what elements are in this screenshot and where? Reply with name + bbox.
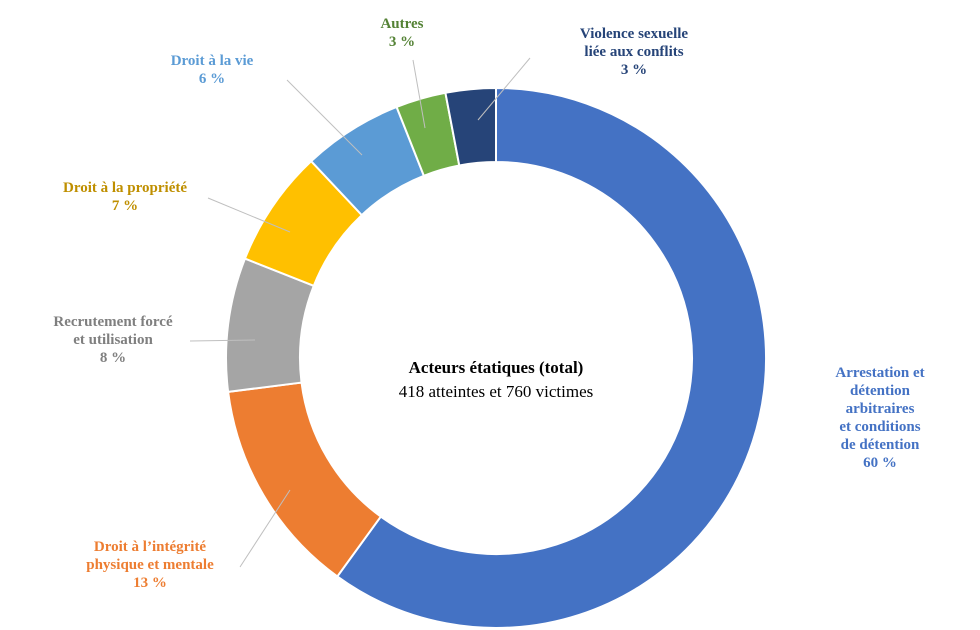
center-subtitle: 418 atteintes et 760 victimes	[398, 382, 594, 401]
value-label: 8 %	[99, 350, 127, 366]
value-label: 13 %	[133, 575, 167, 591]
category-label: Droit à la propriété	[62, 180, 188, 196]
donut-segment	[335, 86, 767, 629]
segment-label: Recrutement forcé et utilisation 8 %	[53, 313, 172, 367]
category-label: Droit à la vie	[170, 53, 254, 69]
category-label: Droit à l’intégrité physique et mentale	[86, 539, 214, 573]
leader-line	[239, 489, 291, 568]
segment-label: Autres 3 %	[380, 15, 423, 51]
segment-label: Droit à la propriété 7 %	[63, 179, 187, 215]
center-label: Acteurs étatiques (total) 418 atteintes …	[399, 356, 594, 404]
category-label: Arrestation et détention arbitraires et …	[835, 365, 925, 453]
segment-label: Violence sexuelle liée aux conflits 3 %	[580, 25, 688, 79]
leader-line	[286, 79, 363, 156]
value-label: 7 %	[111, 198, 139, 214]
leader-line	[207, 197, 291, 233]
leader-line	[477, 57, 531, 121]
segment-label: Droit à la vie 6 %	[171, 52, 254, 88]
donut-segment	[444, 86, 497, 167]
value-label: 3 %	[388, 34, 416, 50]
category-label: Autres	[380, 16, 424, 32]
segment-label: Droit à l’intégrité physique et mentale 1…	[86, 538, 214, 592]
leader-line	[412, 59, 426, 129]
value-label: 60 %	[863, 455, 897, 471]
donut-segment	[227, 381, 383, 578]
value-label: 6 %	[198, 71, 226, 87]
center-title: Acteurs étatiques (total)	[408, 358, 584, 377]
leader-line	[189, 339, 256, 342]
value-label: 3 %	[620, 62, 648, 78]
segment-label: Arrestation et détention arbitraires et …	[830, 364, 930, 472]
category-label: Violence sexuelle liée aux conflits	[579, 26, 689, 60]
category-label: Recrutement forcé et utilisation	[53, 314, 173, 348]
